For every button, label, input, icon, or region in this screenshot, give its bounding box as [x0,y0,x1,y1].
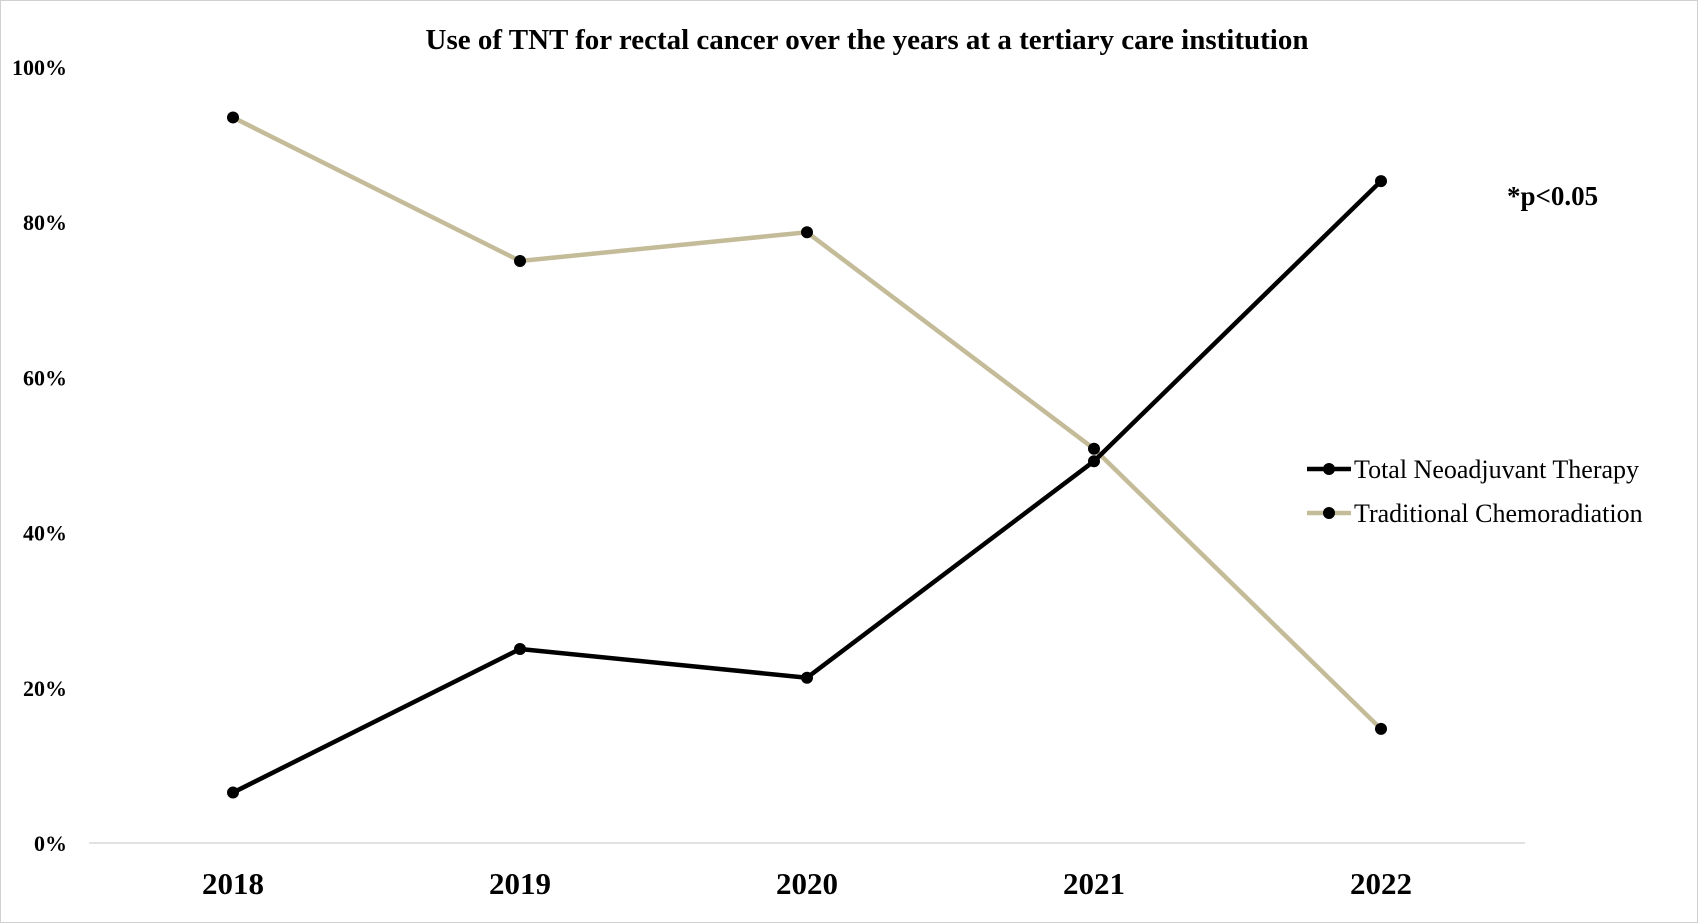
data-point [1375,722,1387,735]
x-tick-label: 2022 [1350,866,1412,901]
y-axis-ticks: 0% 20% 40% 60% 80% 100% [12,55,67,856]
x-tick-label: 2019 [489,866,551,901]
data-point [801,671,813,684]
y-tick-label: 60% [23,365,67,390]
legend-marker [1323,507,1335,519]
y-tick-label: 80% [23,210,67,235]
y-tick-label: 40% [23,521,67,546]
series-line-traditional-chemoradiation [230,115,1384,732]
x-axis-ticks: 2018 2019 2020 2021 2022 [202,866,1412,901]
data-point [801,226,813,239]
data-point [514,255,526,267]
x-tick-label: 2020 [776,866,838,901]
y-tick-label: 100% [12,55,67,80]
series-group [227,111,1387,799]
data-point [1088,442,1100,455]
y-tick-label: 0% [34,831,67,856]
data-point [227,786,239,799]
legend-label: Total Neoadjuvant Therapy [1354,455,1639,484]
significance-annotation: *p<0.05 [1507,181,1598,211]
series-line-total-neoadjuvant-therapy [230,178,1384,795]
y-tick-label: 20% [23,676,67,701]
data-point [227,111,239,124]
legend: Total Neoadjuvant Therapy Traditional Che… [1307,455,1643,528]
x-tick-label: 2021 [1063,866,1125,901]
data-point [514,643,526,655]
legend-marker [1323,463,1335,475]
data-point [1088,455,1100,468]
data-point [1375,175,1387,188]
x-tick-label: 2018 [202,866,264,901]
legend-label: Traditional Chemoradiation [1354,499,1643,528]
chart-title: Use of TNT for rectal cancer over the ye… [426,24,1309,56]
